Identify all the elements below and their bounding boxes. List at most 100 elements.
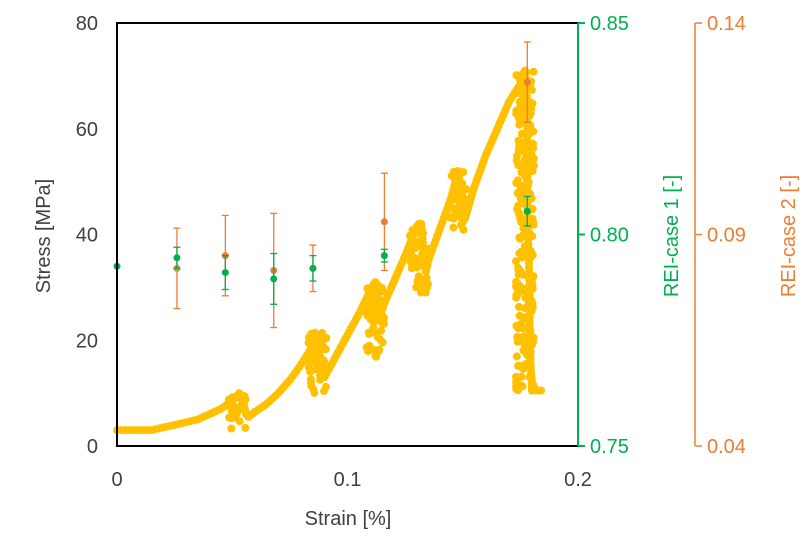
stress-point [515, 120, 524, 129]
y3-tick-label: 0.04 [707, 436, 746, 458]
stress-point [528, 232, 537, 241]
stress-point [521, 141, 530, 150]
stress-point [369, 324, 378, 332]
stress-point [516, 186, 525, 195]
stress-point [457, 193, 466, 202]
stress-point [224, 395, 233, 404]
stress-point [528, 299, 537, 308]
stress-point [515, 233, 524, 242]
stress-point [239, 398, 248, 406]
stress-point [515, 281, 524, 290]
rei-case1-point [173, 254, 181, 262]
y-tick-label: 20 [76, 330, 98, 352]
stress-point [313, 365, 321, 374]
stress-point [417, 278, 425, 287]
stress-point [362, 308, 371, 316]
stress-point [512, 385, 521, 394]
rei-case2-point [523, 78, 531, 86]
axes [116, 22, 702, 447]
stress-point [512, 257, 520, 266]
plot-frame [116, 22, 579, 447]
stress-point [518, 70, 527, 79]
stress-point [307, 378, 315, 387]
y2-tick-label: 0.80 [590, 225, 629, 247]
stress-point [380, 313, 388, 322]
stress-point [377, 326, 386, 335]
stress-point [512, 378, 521, 387]
y-tick-label: 0 [87, 436, 98, 458]
stress-point [513, 205, 522, 214]
y-tick-label: 40 [76, 225, 98, 247]
stress-point [306, 367, 315, 376]
stress-point [514, 147, 523, 156]
stress-point [529, 127, 538, 136]
x-axis-title: Strain [%] [305, 508, 392, 530]
stress-point [418, 250, 426, 259]
stress-point [528, 251, 537, 260]
stress-point [514, 266, 523, 275]
stress-point [235, 417, 244, 426]
rei-case1-point [270, 275, 278, 283]
y-tick-label: 80 [76, 13, 98, 35]
rei-case1-series [113, 195, 531, 305]
stress-point [528, 142, 537, 151]
stress-point [528, 340, 536, 349]
stress-point [527, 150, 536, 159]
stress-point [516, 214, 525, 223]
stress-point [406, 252, 414, 261]
stress-point [407, 264, 416, 273]
stress-point [525, 358, 533, 367]
stress-point [518, 362, 527, 370]
stress-point [372, 313, 381, 322]
rei-case1-point [380, 252, 388, 260]
stress-point [522, 350, 531, 359]
stress-point [529, 381, 538, 390]
stress-point [306, 353, 315, 362]
stress-point [512, 291, 521, 300]
x-tick-label: 0.2 [564, 469, 592, 491]
y-axis-title: Stress [MPa] [33, 179, 55, 293]
stress-point [320, 370, 329, 379]
stress-point [522, 334, 531, 343]
stress-point [378, 301, 387, 310]
x-tick-label: 0.1 [334, 469, 362, 491]
stress-point [412, 243, 420, 252]
y2-axis-title: REI-case 1 [-] [661, 175, 683, 297]
y3-tick-label: 0.09 [707, 225, 746, 247]
rei-case1-point [309, 264, 317, 272]
stress-point [365, 330, 374, 338]
stress-point [423, 280, 432, 288]
y3-axis-title: REI-case 2 [-] [778, 175, 800, 297]
stress-point [518, 129, 526, 138]
stress-point [318, 336, 327, 345]
stress-point [375, 287, 384, 296]
stress-point [312, 358, 320, 367]
stress-point [318, 328, 327, 337]
stress-point [380, 319, 388, 328]
stress-point [362, 343, 371, 352]
stress-point [528, 214, 537, 223]
stress-point [319, 362, 328, 371]
stress-point [528, 99, 537, 108]
stress-point [512, 178, 521, 187]
x-tick-label: 0 [111, 469, 122, 491]
stress-point [527, 374, 536, 383]
stress-point [459, 168, 468, 177]
stress-point [527, 85, 536, 94]
stress-point [365, 284, 374, 293]
stress-point [241, 423, 250, 432]
stress-point [459, 225, 468, 234]
stress-point [520, 304, 529, 313]
stress-point [319, 342, 328, 351]
stress-point [521, 201, 530, 209]
stress-point [227, 424, 236, 433]
tick-labels: 0 0.1 0.2 0 20 40 60 80 0.75 0.80 0.85 0.04 0.09 0.14 [76, 13, 746, 491]
rei-case2-point [380, 218, 388, 226]
stress-point [452, 204, 461, 213]
stress-point [512, 321, 521, 330]
stress-point [372, 346, 381, 355]
stress-point [521, 172, 530, 181]
stress-point [519, 324, 528, 333]
stress-point [240, 392, 249, 401]
y2-tick-label: 0.75 [590, 436, 629, 458]
